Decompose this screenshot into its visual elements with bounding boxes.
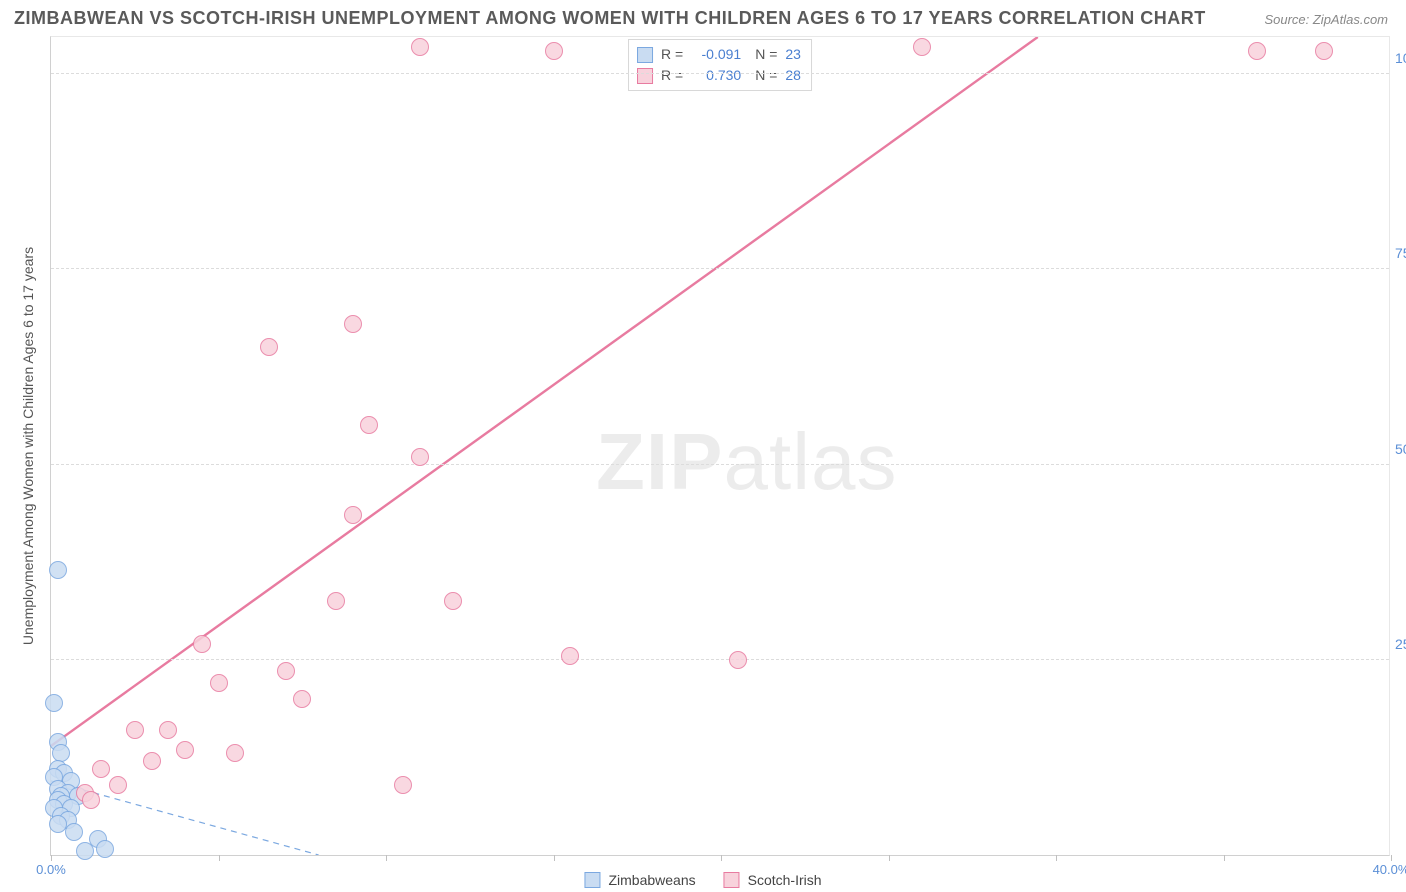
data-point [226,744,244,762]
x-tick [1056,855,1057,861]
legend-row: R = 0.730 N = 28 [637,65,801,86]
data-point [344,315,362,333]
watermark: ZIPatlas [596,416,897,508]
data-point [193,635,211,653]
data-point [913,38,931,56]
data-point [260,338,278,356]
watermark-bold: ZIP [596,417,723,506]
x-tick [219,855,220,861]
y-tick-label: 25.0% [1395,636,1406,652]
legend-n-label: N = [755,44,777,65]
y-tick-label: 75.0% [1395,245,1406,261]
data-point [92,760,110,778]
data-point [394,776,412,794]
data-point [109,776,127,794]
gridline [51,659,1389,660]
data-point [360,416,378,434]
legend-n-value: 23 [785,44,801,65]
legend-item-label: Zimbabweans [608,872,695,888]
gridline [51,268,1389,269]
data-point [1315,42,1333,60]
x-tick [889,855,890,861]
legend-item: Scotch-Irish [724,872,822,888]
legend-item: Zimbabweans [584,872,695,888]
data-point [76,842,94,860]
data-point [411,38,429,56]
y-tick-label: 100.0% [1395,50,1406,66]
data-point [159,721,177,739]
data-point [45,694,63,712]
data-point [176,741,194,759]
legend-item-label: Scotch-Irish [748,872,822,888]
legend-swatch [584,872,600,888]
gridline [51,73,1389,74]
chart-plot-area: ZIPatlas R =-0.091N =23R =0.730N =28 25.… [50,36,1390,856]
y-axis-title: Unemployment Among Women with Children A… [20,247,36,645]
series-legend: Zimbabweans Scotch-Irish [584,872,821,888]
data-point [444,592,462,610]
legend-r-label: R = [661,44,683,65]
x-tick-label: 40.0% [1373,862,1406,877]
x-tick-label: 0.0% [36,862,66,877]
legend-r-value: 0.730 [691,65,741,86]
legend-n-value: 28 [785,65,801,86]
watermark-thin: atlas [723,417,897,506]
data-point [82,791,100,809]
correlation-legend: R = -0.091 N = 23 R = 0.730 N = 28 [628,39,812,91]
x-tick [386,855,387,861]
data-point [411,448,429,466]
data-point [210,674,228,692]
data-point [729,651,747,669]
data-point [96,840,114,858]
data-point [49,815,67,833]
data-point [344,506,362,524]
x-tick [554,855,555,861]
chart-title: ZIMBABWEAN VS SCOTCH-IRISH UNEMPLOYMENT … [14,8,1206,29]
data-point [293,690,311,708]
data-point [545,42,563,60]
x-tick [51,855,52,861]
data-point [65,823,83,841]
x-tick [721,855,722,861]
legend-swatch [637,47,653,63]
x-tick [1391,855,1392,861]
legend-n-label: N = [755,65,777,86]
data-point [561,647,579,665]
gridline [51,464,1389,465]
data-point [49,561,67,579]
y-tick-label: 50.0% [1395,441,1406,457]
legend-swatch [724,872,740,888]
legend-r-label: R = [661,65,683,86]
data-point [277,662,295,680]
data-point [327,592,345,610]
data-point [1248,42,1266,60]
source-attribution: Source: ZipAtlas.com [1264,12,1388,27]
data-point [126,721,144,739]
legend-swatch [637,68,653,84]
legend-r-value: -0.091 [691,44,741,65]
legend-row: R = -0.091 N = 23 [637,44,801,65]
data-point [143,752,161,770]
x-tick [1224,855,1225,861]
